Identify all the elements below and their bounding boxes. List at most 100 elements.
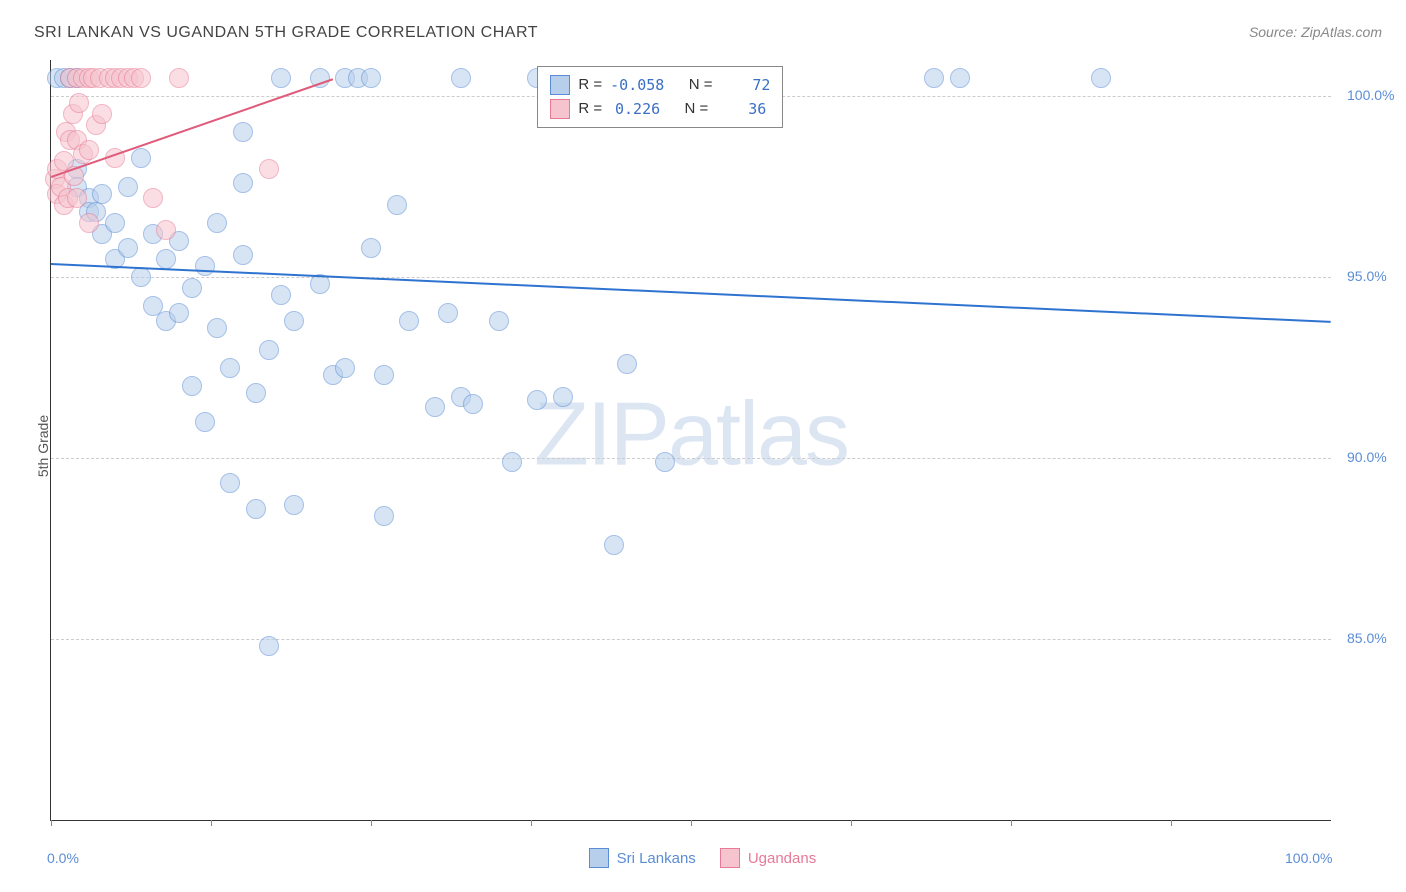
scatter-point [207,318,227,338]
series-legend-item: Ugandans [720,848,816,868]
scatter-point [655,452,675,472]
scatter-point [195,256,215,276]
scatter-point [67,188,87,208]
scatter-point [233,173,253,193]
scatter-point [259,159,279,179]
legend-swatch [550,75,570,95]
scatter-point [169,303,189,323]
y-axis-label: 5th Grade [35,415,51,477]
scatter-point [271,68,291,88]
x-tick [851,820,852,826]
n-label: N = [689,73,713,97]
scatter-point [246,383,266,403]
scatter-point [553,387,573,407]
source-attribution: Source: ZipAtlas.com [1249,24,1382,40]
scatter-point [92,104,112,124]
x-tick [211,820,212,826]
scatter-point [92,184,112,204]
scatter-point [1091,68,1111,88]
r-label: R = [578,97,602,121]
x-tick [691,820,692,826]
scatter-point [335,358,355,378]
scatter-point [246,499,266,519]
scatter-point [374,365,394,385]
scatter-point [131,148,151,168]
scatter-point [207,213,227,233]
gridline-horizontal [51,277,1331,278]
scatter-point [463,394,483,414]
correlation-legend-row: R = 0.226 N = 36 [550,97,770,121]
x-tick-label: 0.0% [47,850,79,866]
scatter-point [451,68,471,88]
scatter-point [156,249,176,269]
scatter-point [527,390,547,410]
n-label: N = [685,97,709,121]
gridline-horizontal [51,639,1331,640]
x-tick [1011,820,1012,826]
gridline-horizontal [51,458,1331,459]
scatter-point [131,68,151,88]
scatter-point [502,452,522,472]
scatter-point [182,376,202,396]
scatter-point [425,397,445,417]
scatter-point [271,285,291,305]
series-legend-label: Ugandans [748,850,816,867]
correlation-legend-row: R = -0.058 N = 72 [550,73,770,97]
scatter-point [438,303,458,323]
series-legend-label: Sri Lankans [617,850,696,867]
x-tick-label: 100.0% [1285,850,1332,866]
r-label: R = [578,73,602,97]
r-value: -0.058 [610,73,664,97]
x-tick [371,820,372,826]
watermark-text: ZIPatlas [534,383,848,486]
scatter-point [79,140,99,160]
scatter-point [233,122,253,142]
scatter-point [195,412,215,432]
scatter-point [131,267,151,287]
chart-title: SRI LANKAN VS UGANDAN 5TH GRADE CORRELAT… [34,24,538,42]
correlation-legend: R =-0.058 N =72R =0.226 N =36 [537,66,783,128]
series-legend-item: Sri Lankans [589,848,696,868]
scatter-point [617,354,637,374]
x-tick [51,820,52,826]
scatter-plot-area: ZIPatlas 100.0%95.0%90.0%85.0%0.0%100.0%… [50,60,1331,821]
legend-swatch [589,848,609,868]
scatter-point [220,473,240,493]
r-value: 0.226 [610,97,660,121]
scatter-point [143,188,163,208]
scatter-point [69,93,89,113]
scatter-point [284,495,304,515]
scatter-point [118,177,138,197]
scatter-point [604,535,624,555]
scatter-point [361,238,381,258]
trend-line [51,263,1331,323]
scatter-point [169,68,189,88]
legend-swatch [720,848,740,868]
scatter-point [182,278,202,298]
scatter-point [220,358,240,378]
y-tick-label: 90.0% [1347,449,1387,465]
x-tick [1171,820,1172,826]
scatter-point [284,311,304,331]
scatter-point [233,245,253,265]
scatter-point [156,220,176,240]
y-tick-label: 85.0% [1347,630,1387,646]
scatter-point [259,340,279,360]
y-tick-label: 95.0% [1347,268,1387,284]
scatter-point [118,238,138,258]
scatter-point [374,506,394,526]
series-legend: Sri Lankans Ugandans [589,848,817,868]
scatter-point [387,195,407,215]
scatter-point [924,68,944,88]
scatter-point [489,311,509,331]
scatter-point [399,311,419,331]
n-value: 36 [716,97,766,121]
scatter-point [361,68,381,88]
legend-swatch [550,99,570,119]
n-value: 72 [720,73,770,97]
x-tick [531,820,532,826]
scatter-point [79,213,99,233]
y-tick-label: 100.0% [1347,87,1394,103]
scatter-point [259,636,279,656]
scatter-point [950,68,970,88]
